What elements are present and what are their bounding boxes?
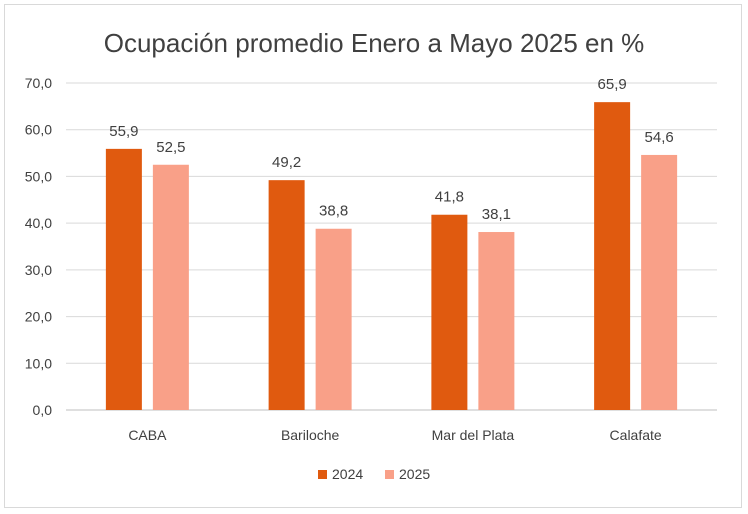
y-tick-label: 70,0 <box>25 75 52 91</box>
y-tick-label: 40,0 <box>25 215 52 231</box>
category-label: CABA <box>128 427 167 443</box>
bar-2024-caba <box>105 148 142 411</box>
legend: 2024 2025 <box>318 466 430 482</box>
legend-label-2024: 2024 <box>332 466 363 482</box>
y-axis-tick-labels: 0,0 10,0 20,0 30,0 40,0 50,0 60,0 70,0 <box>25 75 52 418</box>
data-label: 54,6 <box>645 129 674 146</box>
category-label: Calafate <box>610 427 662 443</box>
bar-2025-mar-del-plata <box>478 232 515 410</box>
y-tick-label: 0,0 <box>33 402 53 418</box>
data-label: 41,8 <box>435 189 464 206</box>
bar-2025-caba <box>152 164 189 410</box>
legend-swatch-2024 <box>318 470 327 479</box>
data-label: 52,5 <box>156 139 185 156</box>
bar-2025-bariloche <box>315 228 352 410</box>
x-axis-category-labels: CABA Bariloche Mar del Plata Calafate <box>128 427 662 443</box>
data-label: 38,8 <box>319 203 348 220</box>
y-tick-label: 20,0 <box>25 309 52 325</box>
data-label: 49,2 <box>272 154 301 171</box>
y-tick-label: 30,0 <box>25 262 52 278</box>
data-label: 65,9 <box>598 76 627 93</box>
bar-2024-mar-del-plata <box>431 214 468 410</box>
chart-title: Ocupación promedio Enero a Mayo 2025 en … <box>104 28 645 58</box>
y-tick-label: 50,0 <box>25 168 52 184</box>
legend-swatch-2025 <box>385 470 394 479</box>
data-labels: 55,9 52,5 49,2 38,8 41,8 38,1 65,9 54,6 <box>109 76 673 223</box>
y-tick-label: 60,0 <box>25 122 52 138</box>
category-label: Mar del Plata <box>432 427 515 443</box>
bars <box>105 102 678 411</box>
category-label: Bariloche <box>281 427 340 443</box>
data-label: 55,9 <box>109 123 138 140</box>
y-tick-label: 10,0 <box>25 355 52 371</box>
bar-2024-calafate <box>594 102 631 410</box>
legend-label-2025: 2025 <box>399 466 430 482</box>
bar-2025-calafate <box>641 154 678 410</box>
data-label: 38,1 <box>482 206 511 223</box>
bar-2024-bariloche <box>268 180 305 410</box>
